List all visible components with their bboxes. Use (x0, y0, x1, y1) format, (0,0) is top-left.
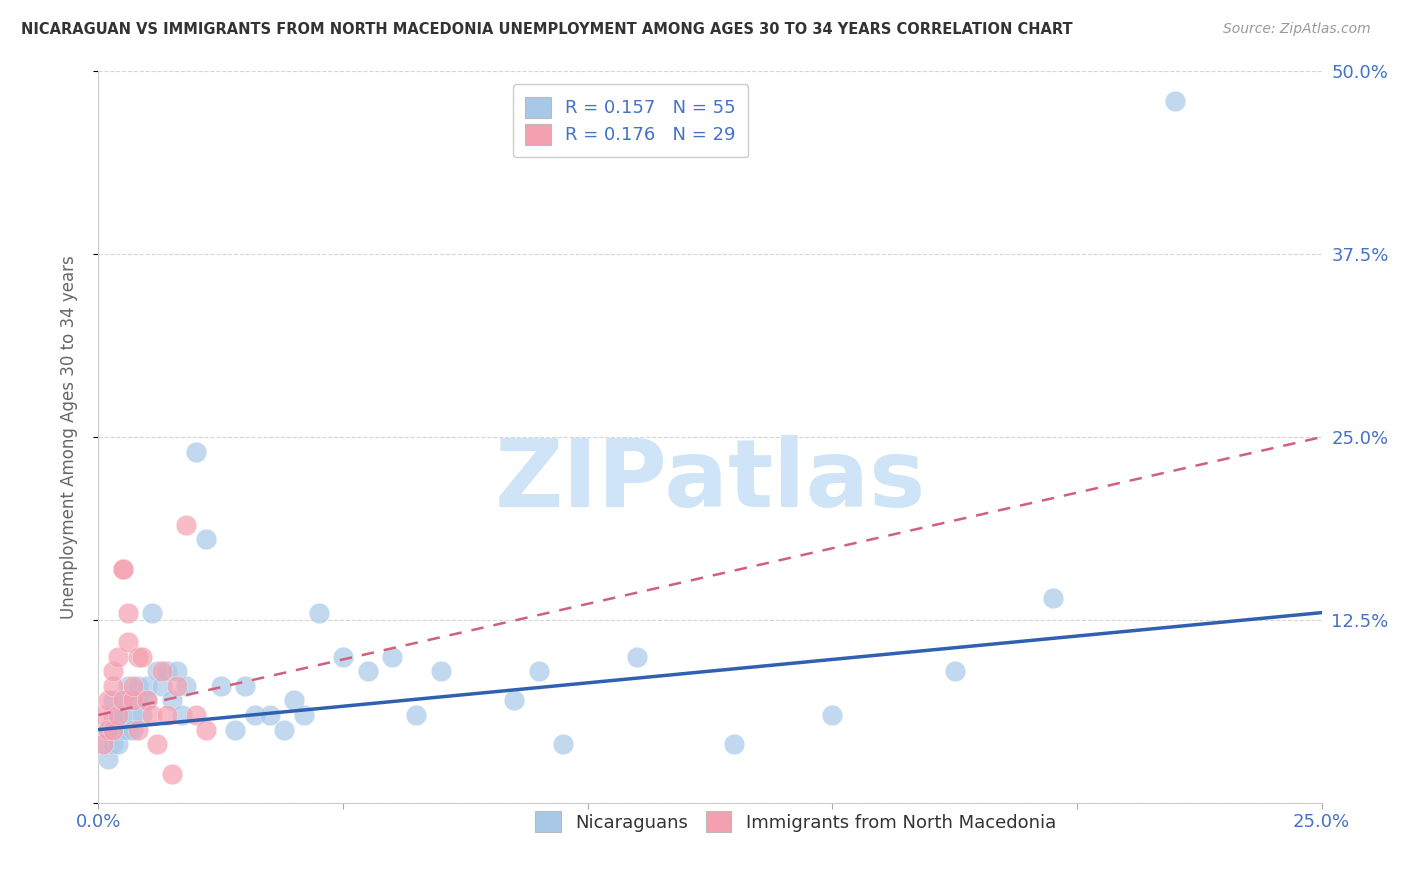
Point (121, 708, 143, 723)
Point (186, 444, 208, 458)
Point (117, 635, 139, 649)
Point (121, 723, 143, 737)
Point (136, 679, 159, 693)
Point (243, 708, 266, 723)
Point (943, 664, 966, 678)
Point (101, 664, 124, 678)
Point (127, 693, 149, 707)
Point (273, 723, 295, 737)
Point (111, 723, 134, 737)
Point (101, 693, 124, 707)
Point (195, 533, 218, 547)
Point (430, 664, 453, 678)
Point (405, 708, 427, 723)
Point (292, 708, 315, 723)
Point (107, 737, 129, 751)
Legend: Nicaraguans, Immigrants from North Macedonia: Nicaraguans, Immigrants from North Maced… (526, 803, 1064, 841)
Point (111, 693, 134, 707)
Point (97, 752, 120, 766)
Point (166, 664, 188, 678)
Point (107, 649, 129, 664)
Point (131, 708, 153, 723)
Point (127, 679, 149, 693)
Point (156, 664, 179, 678)
Point (127, 649, 149, 664)
Point (111, 562, 134, 576)
Point (141, 606, 163, 620)
Point (107, 708, 129, 723)
Point (176, 679, 198, 693)
Point (176, 517, 198, 532)
Point (121, 679, 143, 693)
Point (121, 693, 143, 707)
Point (209, 679, 232, 693)
Point (170, 708, 193, 723)
Point (117, 606, 139, 620)
Point (503, 693, 526, 707)
Point (150, 664, 173, 678)
Point (136, 693, 159, 707)
Point (97, 723, 120, 737)
Point (160, 693, 183, 707)
Point (527, 664, 550, 678)
Point (101, 679, 124, 693)
Point (233, 679, 256, 693)
Point (101, 737, 124, 751)
Point (117, 679, 139, 693)
Point (131, 649, 153, 664)
Point (107, 723, 129, 737)
Text: Source: ZipAtlas.com: Source: ZipAtlas.com (1223, 22, 1371, 37)
Point (626, 649, 648, 664)
Point (156, 708, 179, 723)
Point (356, 664, 378, 678)
Point (146, 664, 169, 678)
Point (1164, 94, 1187, 108)
Point (91, 737, 114, 751)
Point (91, 737, 114, 751)
Point (160, 766, 183, 780)
Point (283, 693, 305, 707)
Point (224, 723, 246, 737)
Point (111, 708, 134, 723)
Point (821, 708, 844, 723)
Point (111, 562, 134, 576)
Point (117, 723, 139, 737)
Point (195, 723, 218, 737)
Point (141, 708, 163, 723)
Point (127, 723, 149, 737)
Point (101, 708, 124, 723)
Point (91, 708, 114, 723)
Point (150, 679, 173, 693)
Point (101, 723, 124, 737)
Text: ZIPatlas: ZIPatlas (495, 435, 925, 527)
Point (259, 708, 281, 723)
Point (553, 737, 575, 751)
Point (97, 693, 120, 707)
Point (146, 737, 169, 751)
Point (381, 649, 404, 664)
Point (723, 737, 745, 751)
Point (97, 723, 120, 737)
Point (107, 708, 129, 723)
Point (1042, 591, 1064, 605)
Y-axis label: Unemployment Among Ages 30 to 34 years: Unemployment Among Ages 30 to 34 years (59, 255, 77, 619)
Point (186, 708, 208, 723)
Point (308, 606, 330, 620)
Point (136, 693, 159, 707)
Point (121, 693, 143, 707)
Text: NICARAGUAN VS IMMIGRANTS FROM NORTH MACEDONIA UNEMPLOYMENT AMONG AGES 30 TO 34 Y: NICARAGUAN VS IMMIGRANTS FROM NORTH MACE… (21, 22, 1073, 37)
Point (166, 679, 188, 693)
Point (111, 693, 134, 707)
Point (332, 649, 354, 664)
